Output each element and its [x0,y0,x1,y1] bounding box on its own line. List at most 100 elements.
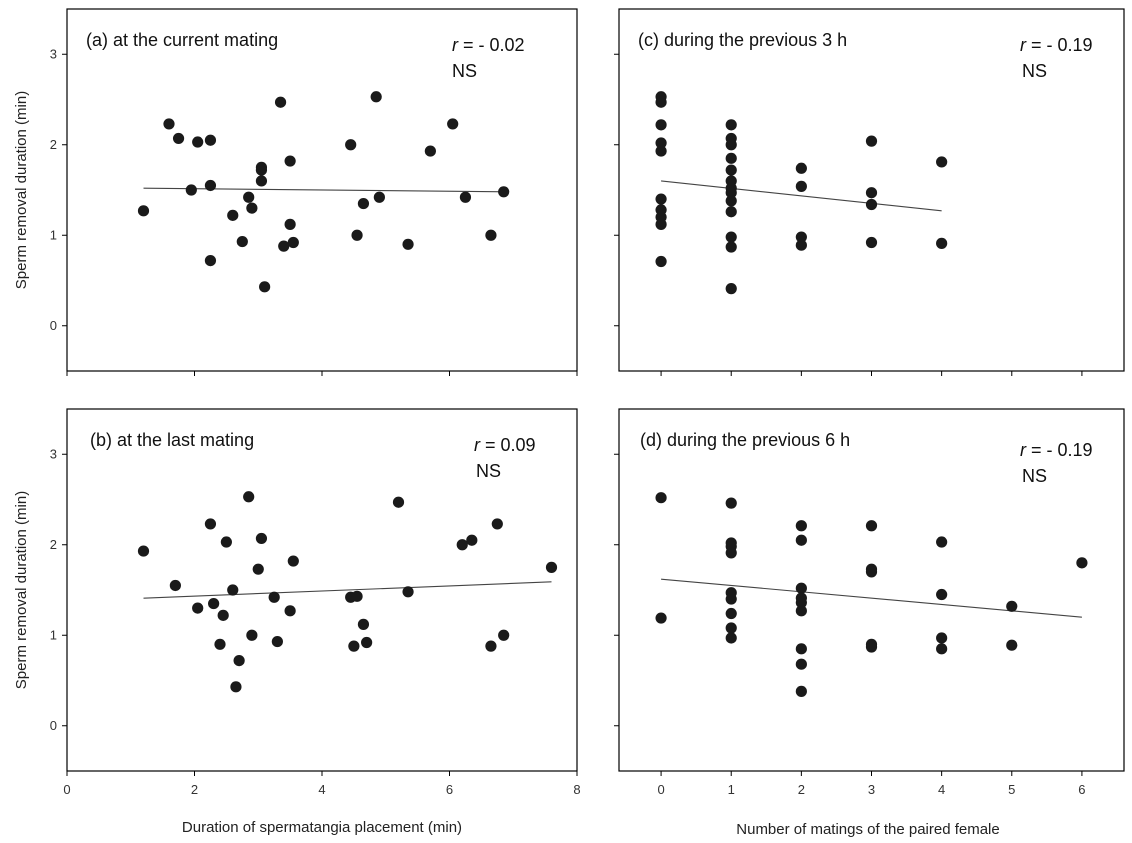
panel-c-point-31 [936,156,948,168]
panel-a-point-1 [163,118,175,130]
panel-b-point-16 [271,635,283,648]
panel-a-title: (a) at the current mating [86,30,278,50]
panel-a-point-5 [204,134,217,146]
panel-b-ytick-label-1: 1 [50,627,57,642]
panel-a-point-4 [192,136,204,148]
panel-b-significance: NS [476,461,501,481]
panel-d-fit-line [661,578,1082,618]
panel-d-point-10 [725,632,737,644]
panel-d-xtick-label-4: 4 [938,782,945,797]
panel-d-point-13 [795,582,807,594]
panel-c-point-9 [655,255,667,268]
panel-d-points [655,492,1088,697]
panel-b-xtick-label-4: 8 [573,782,580,797]
panel-c: (c) during the previous 3 h r = - 0.19 N… [614,8,1125,376]
panel-a-point-10 [243,191,255,203]
panel-d-xticks: 0 1 2 3 4 5 6 [657,771,1086,797]
panel-b-point-6 [217,609,229,621]
panel-a-point-26 [402,238,414,250]
panel-d-xtick-label-5: 5 [1008,782,1015,797]
panel-d-xtick-label-6: 6 [1078,782,1085,797]
panel-a-point-27 [424,145,436,157]
panel-a-yticks: 0 1 2 3 [50,46,67,333]
panel-a-point-31 [498,186,510,198]
panel-c-point-22 [725,283,737,295]
panel-b-r-stat: r = 0.09 [474,435,536,455]
panel-d-point-2 [725,497,737,509]
panel-b-point-7 [220,536,232,548]
panel-d-point-8 [725,607,737,620]
panel-c-point-25 [795,231,807,243]
panel-b-point-14 [255,532,268,545]
panel-d-point-7 [725,593,737,605]
panel-a-point-23 [357,197,370,210]
panel-a-ytick-label-1: 1 [50,227,57,242]
panel-d-point-24 [865,641,878,653]
panel-b-point-12 [246,629,258,641]
panel-a-point-7 [204,254,217,267]
panel-b-point-2 [192,602,204,614]
panel-d-xtick-label-2: 2 [798,782,805,797]
panel-b-point-11 [243,491,255,503]
panel-a-point-14 [255,175,268,187]
panel-c-point-13 [725,152,737,164]
panel-d-point-9 [725,622,737,634]
panel-d-xtick-label-1: 1 [728,782,735,797]
panel-d-point-31 [1076,557,1088,569]
panel-b-point-4 [208,597,220,610]
panel-a-xticks [66,371,578,376]
panel-a-point-30 [485,229,497,241]
panel-c-point-18 [725,195,737,207]
panel-a-point-9 [236,235,248,248]
panel-b-point-31 [545,561,558,573]
panel-a-point-19 [284,218,296,230]
panel-c-point-24 [795,180,807,192]
panel-d-point-28 [936,643,948,655]
panel-c-point-28 [865,187,878,199]
panel-c-point-12 [725,139,737,151]
panel-c-fit-line [661,180,942,212]
panel-b-point-18 [287,555,299,567]
panel-b-point-29 [491,518,503,530]
panel-c-significance: NS [1022,61,1047,81]
panel-a-point-6 [204,179,217,192]
panel-d-xtick-label-0: 0 [657,782,664,797]
panel-a-point-8 [227,209,239,221]
panel-b-r-symbol: r [474,435,481,455]
panel-c-r-stat: r = - 0.19 [1020,35,1093,55]
panel-d-point-12 [795,534,807,546]
panel-b-point-22 [357,618,370,630]
panel-a-r-symbol: r [452,35,459,55]
panel-a-point-24 [370,91,382,103]
panel-d-point-26 [936,588,948,601]
panel-a-r-stat: r = - 0.02 [452,35,525,55]
panel-d-r-symbol: r [1020,440,1027,460]
panel-b-point-5 [214,638,226,650]
panel-d-point-5 [725,547,737,559]
panel-a-ylabel: Sperm removal duration (min) [13,91,30,289]
panel-b-point-26 [456,539,468,551]
panel-a-point-28 [447,118,459,130]
panel-b-point-27 [466,534,478,546]
panel-c-point-20 [725,231,737,243]
panel-a-point-21 [345,139,357,151]
panel-b-point-10 [233,654,245,667]
panel-b-point-24 [392,496,405,508]
panel-d-point-27 [936,632,948,644]
panel-d-r-stat: r = - 0.19 [1020,440,1093,460]
panel-d-point-20 [865,520,878,532]
panel-c-point-4 [655,145,667,157]
panel-b-ylabel: Sperm removal duration (min) [13,491,30,689]
panel-d: 0 1 2 3 4 5 6 (d) during the previous 6 h r = … [614,408,1125,838]
panel-b-point-0 [137,545,150,557]
panel-b-point-30 [498,629,510,641]
panel-a-point-18 [284,155,296,167]
panel-c-xticks [660,371,1083,376]
panel-a-point-22 [351,229,363,241]
panel-d-xtick-label-3: 3 [868,782,875,797]
panel-a-point-11 [246,202,258,214]
panel-c-point-27 [865,135,878,147]
panel-d-significance: NS [1022,466,1047,486]
panel-a: 0 1 2 3 (a) at the current mating r = - 0.0… [13,8,578,376]
